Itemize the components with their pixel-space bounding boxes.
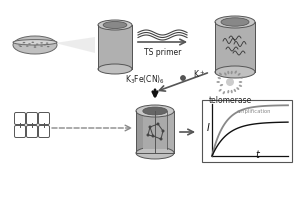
Ellipse shape — [40, 45, 43, 47]
Bar — [143, 114, 167, 149]
Ellipse shape — [239, 81, 242, 83]
Ellipse shape — [146, 134, 149, 136]
Bar — [215, 22, 255, 72]
Ellipse shape — [13, 40, 57, 45]
Ellipse shape — [227, 90, 229, 93]
Ellipse shape — [240, 77, 244, 79]
Ellipse shape — [46, 42, 48, 44]
Bar — [202, 100, 292, 162]
Ellipse shape — [223, 91, 225, 94]
Bar — [249, 22, 255, 72]
Ellipse shape — [231, 90, 233, 93]
Ellipse shape — [161, 130, 164, 132]
Bar — [215, 22, 221, 72]
Ellipse shape — [234, 89, 236, 92]
Ellipse shape — [227, 71, 230, 74]
Text: telomerase: telomerase — [208, 96, 252, 105]
Ellipse shape — [215, 16, 255, 28]
Ellipse shape — [136, 147, 174, 159]
Text: t: t — [256, 150, 260, 160]
Ellipse shape — [148, 126, 152, 129]
Ellipse shape — [219, 73, 222, 75]
Ellipse shape — [224, 72, 226, 76]
Bar — [155, 111, 174, 153]
Ellipse shape — [136, 105, 174, 117]
Ellipse shape — [215, 66, 255, 78]
Ellipse shape — [98, 64, 132, 74]
Ellipse shape — [28, 43, 31, 45]
Bar — [127, 25, 132, 69]
Ellipse shape — [226, 78, 234, 86]
Text: K$^+$: K$^+$ — [193, 68, 205, 80]
Ellipse shape — [218, 77, 221, 79]
Ellipse shape — [26, 45, 28, 47]
Ellipse shape — [238, 73, 241, 76]
Text: TS primer: TS primer — [144, 48, 181, 57]
Bar — [136, 111, 155, 153]
Ellipse shape — [236, 87, 239, 90]
Ellipse shape — [22, 44, 24, 45]
Ellipse shape — [34, 45, 36, 46]
Ellipse shape — [34, 46, 36, 48]
Ellipse shape — [13, 36, 57, 54]
Text: I: I — [207, 123, 209, 133]
Ellipse shape — [221, 18, 249, 26]
Ellipse shape — [231, 71, 233, 74]
Ellipse shape — [103, 21, 127, 28]
Ellipse shape — [235, 71, 237, 74]
Ellipse shape — [157, 122, 160, 126]
Ellipse shape — [18, 44, 21, 46]
Text: amplification: amplification — [237, 109, 272, 114]
Ellipse shape — [98, 20, 132, 30]
Ellipse shape — [239, 85, 242, 87]
Ellipse shape — [44, 44, 46, 45]
Ellipse shape — [23, 42, 25, 43]
Ellipse shape — [32, 42, 34, 43]
Ellipse shape — [152, 134, 154, 138]
Ellipse shape — [160, 138, 163, 140]
Ellipse shape — [220, 84, 223, 86]
Ellipse shape — [143, 107, 167, 115]
Ellipse shape — [40, 42, 43, 44]
Polygon shape — [55, 37, 95, 53]
Bar — [98, 25, 132, 69]
Ellipse shape — [47, 46, 50, 47]
Text: K$_3$Fe(CN)$_6$: K$_3$Fe(CN)$_6$ — [125, 73, 165, 86]
Ellipse shape — [36, 44, 38, 45]
Ellipse shape — [219, 89, 222, 92]
Ellipse shape — [20, 46, 22, 47]
Ellipse shape — [181, 75, 185, 80]
Ellipse shape — [216, 81, 220, 83]
Bar — [98, 25, 103, 69]
